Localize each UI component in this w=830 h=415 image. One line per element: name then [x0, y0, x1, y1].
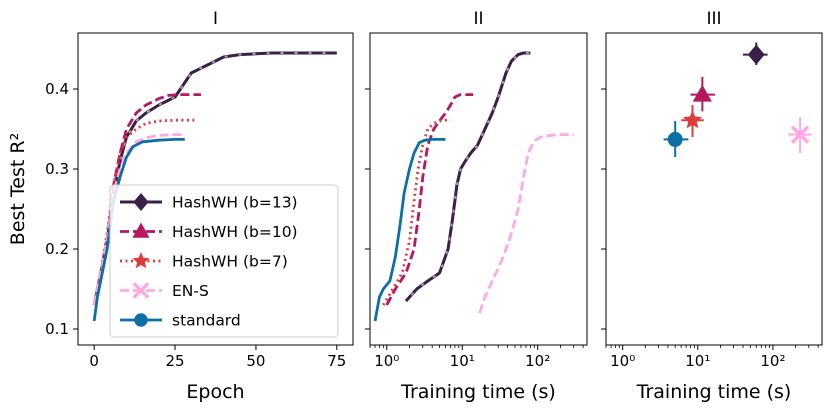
x-tick-label: 75 [327, 352, 346, 370]
marker-x [790, 125, 810, 144]
x-tick-label: 10¹ [685, 352, 710, 370]
legend-item-en-s: EN-S [120, 282, 209, 300]
legend-item-hashwh-b-13: HashWH (b=13) [120, 193, 298, 212]
panel-iii: III 10⁰ 10¹ 10² Training time (s) [601, 9, 823, 403]
marker-diamond [747, 44, 765, 65]
panel-ii-series-standard [373, 138, 446, 322]
x-tick-label: 25 [166, 352, 185, 370]
y-tick-label: 0.4 [45, 80, 69, 98]
panel-iii-point-hashwh-b-13 [743, 42, 768, 65]
panel-ii-series-en-s [478, 133, 574, 314]
x-tick-label: 10¹ [450, 352, 475, 370]
panel-ii-title: II [473, 9, 483, 29]
legend-marker-diamond [133, 193, 149, 211]
marker-circle [667, 131, 683, 147]
legend-label: standard [172, 312, 241, 330]
legend-label: HashWH (b=13) [172, 194, 298, 212]
legend-label: HashWH (b=10) [172, 223, 298, 241]
x-tick-label: 10² [525, 352, 550, 370]
legend-marker-circle [134, 313, 148, 327]
legend-label: HashWH (b=7) [172, 253, 288, 271]
panel-ii-x-axis-label: Training time (s) [400, 381, 556, 403]
x-tick-label: 10⁰ [610, 352, 635, 370]
panel-ii-frame [369, 32, 588, 346]
panel-iii-x-axis-label: Training time (s) [636, 381, 792, 403]
panel-i-x-axis-label: Epoch [186, 381, 244, 403]
panel-i-series-standard [92, 138, 185, 322]
legend-box [109, 184, 339, 338]
panel-i-series-hashwh-b-10 [92, 93, 201, 306]
panel-ii-series-hashwh-b-13 [404, 51, 531, 303]
x-tick-label: 10⁰ [374, 352, 399, 370]
legend-marker-star [132, 252, 150, 269]
panel-ii: II 10⁰ 10¹ 10² Training time (s) [365, 9, 588, 403]
x-tick-label: 10² [760, 352, 785, 370]
legend-marker-x [132, 282, 150, 299]
legend: HashWH (b=13) HashWH (b=10) HashWH (b=7) EN… [109, 184, 339, 338]
legend-marker-triangle [132, 222, 150, 238]
legend-item-hashwh-b-7: HashWH (b=7) [120, 252, 288, 271]
legend-item-hashwh-b-10: HashWH (b=10) [120, 222, 298, 241]
panel-iii-frame [605, 32, 823, 346]
panel-i-title: I [213, 9, 218, 29]
x-tick-label: 0 [89, 352, 99, 370]
panel-iii-point-hashwh-b-10 [690, 77, 716, 112]
panel-i: I 0 25 50 75 0.1 0.2 0.3 0.4 Epoch Best Test R² [7, 9, 354, 403]
x-tick-label: 50 [246, 352, 265, 370]
panel-i-frame [77, 32, 354, 346]
y-tick-label: 0.3 [45, 160, 69, 178]
panel-i-series-en-s [92, 133, 185, 306]
panel-iii-point-hashwh-b-7 [681, 105, 704, 137]
panel-iii-point-en-s [788, 117, 812, 153]
y-tick-label: 0.1 [45, 320, 69, 338]
panel-iii-title: III [706, 9, 721, 29]
panel-ii-series-hashwh-b-13-dots [405, 52, 531, 302]
panel-ii-series-hashwh-b-10 [385, 93, 474, 306]
y-tick-label: 0.2 [45, 240, 69, 258]
legend-item-standard: standard [120, 312, 241, 330]
panel-iii-point-standard [663, 121, 689, 157]
marker-star [682, 110, 702, 129]
panel-ii-series-hashwh-b-7 [382, 118, 451, 306]
legend-label: EN-S [172, 282, 209, 300]
marker-triangle [692, 84, 712, 102]
y-axis-label: Best Test R² [7, 133, 29, 245]
panel-i-series-hashwh-b-13-dots [93, 52, 337, 306]
